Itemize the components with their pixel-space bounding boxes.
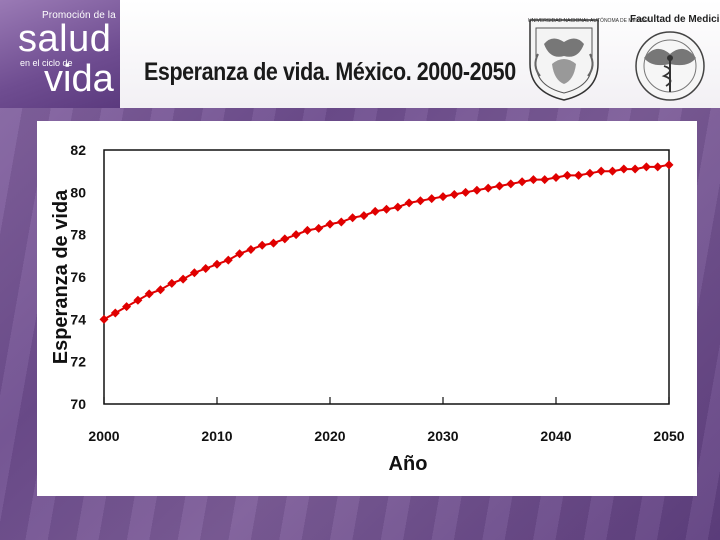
series-line (103, 163, 670, 321)
data-point (585, 168, 595, 178)
data-point (404, 198, 414, 208)
data-point (201, 264, 211, 274)
data-point (325, 219, 335, 229)
data-point (461, 187, 471, 197)
x-tick-label: 2030 (427, 428, 458, 444)
x-tick-label: 2020 (314, 428, 345, 444)
data-point (257, 240, 267, 250)
data-point (574, 170, 584, 180)
data-point (664, 160, 674, 170)
data-point (133, 295, 143, 305)
data-point (144, 289, 154, 299)
x-tick-label: 2050 (653, 428, 684, 444)
medicine-seal-icon (635, 31, 705, 101)
data-point (427, 194, 437, 204)
data-point (641, 162, 651, 172)
data-point (415, 196, 425, 206)
data-point (167, 278, 177, 288)
data-point (314, 223, 324, 233)
brand-line-4: vida (44, 58, 114, 100)
x-axis-ticks: 2000 2010 2020 2030 2040 2050 (88, 397, 685, 444)
data-point (359, 211, 369, 221)
data-point (122, 302, 132, 312)
brand-logo: Promoción de la salud en el ciclo de vid… (0, 0, 120, 108)
x-tick-label: 2040 (540, 428, 571, 444)
brand-line-3: en el ciclo de (20, 58, 73, 68)
page-title: Esperanza de vida. México. 2000-2050 (144, 58, 516, 86)
data-point (302, 225, 312, 235)
data-point (156, 285, 165, 295)
y-tick-label: 74 (70, 311, 86, 327)
data-point (596, 166, 606, 176)
faculty-label: Facultad de Medicina (630, 14, 720, 25)
y-tick-label: 82 (70, 142, 86, 158)
data-point (110, 308, 120, 318)
unam-seal-icon (529, 19, 599, 101)
data-point (630, 164, 640, 174)
data-point (608, 166, 617, 176)
data-point (438, 192, 448, 202)
data-point (212, 259, 222, 269)
data-point (189, 268, 199, 278)
data-point (178, 274, 188, 284)
data-point (517, 177, 527, 187)
data-point (235, 249, 245, 259)
plot-area-frame (103, 149, 670, 405)
data-point (291, 230, 301, 240)
data-point (269, 238, 278, 248)
data-point (370, 206, 380, 216)
data-point (472, 185, 482, 195)
x-axis-title: Año (389, 453, 428, 475)
data-point (336, 217, 346, 227)
x-tick-label: 2000 (88, 428, 119, 444)
data-point (246, 244, 256, 254)
x-tick-label: 2010 (201, 428, 232, 444)
data-point (382, 204, 391, 214)
brand-line-1: Promoción de la (42, 10, 116, 21)
y-tick-label: 78 (70, 227, 86, 243)
data-point (348, 213, 358, 223)
y-axis-title: Esperanza de vida (50, 189, 72, 364)
slide-header: Promoción de la salud en el ciclo de vid… (0, 0, 720, 108)
data-point (280, 234, 290, 244)
y-tick-label: 72 (70, 354, 86, 370)
data-point (562, 170, 572, 180)
data-point (619, 164, 629, 174)
brand-line-2: salud (18, 18, 112, 60)
data-point (449, 189, 459, 199)
chart-panel: 70 72 74 76 78 80 82 2000 2010 2020 2030 2040 2050 … (37, 121, 697, 496)
data-point (551, 173, 561, 183)
y-tick-label: 70 (70, 396, 86, 412)
y-tick-label: 80 (70, 184, 86, 200)
data-point (528, 175, 538, 185)
data-point (393, 202, 403, 212)
y-tick-label: 76 (70, 269, 86, 285)
data-point (99, 314, 109, 324)
y-axis-ticks: 70 72 74 76 78 80 82 (70, 142, 86, 412)
unam-label: UNIVERSIDAD NACIONAL AUTÓNOMA DE MÉXICO (528, 18, 649, 24)
data-point (483, 183, 493, 193)
series-group (99, 160, 674, 324)
data-point (223, 255, 233, 265)
data-point (653, 162, 663, 172)
data-point (506, 179, 516, 189)
data-point (540, 175, 550, 185)
data-point (495, 181, 504, 191)
